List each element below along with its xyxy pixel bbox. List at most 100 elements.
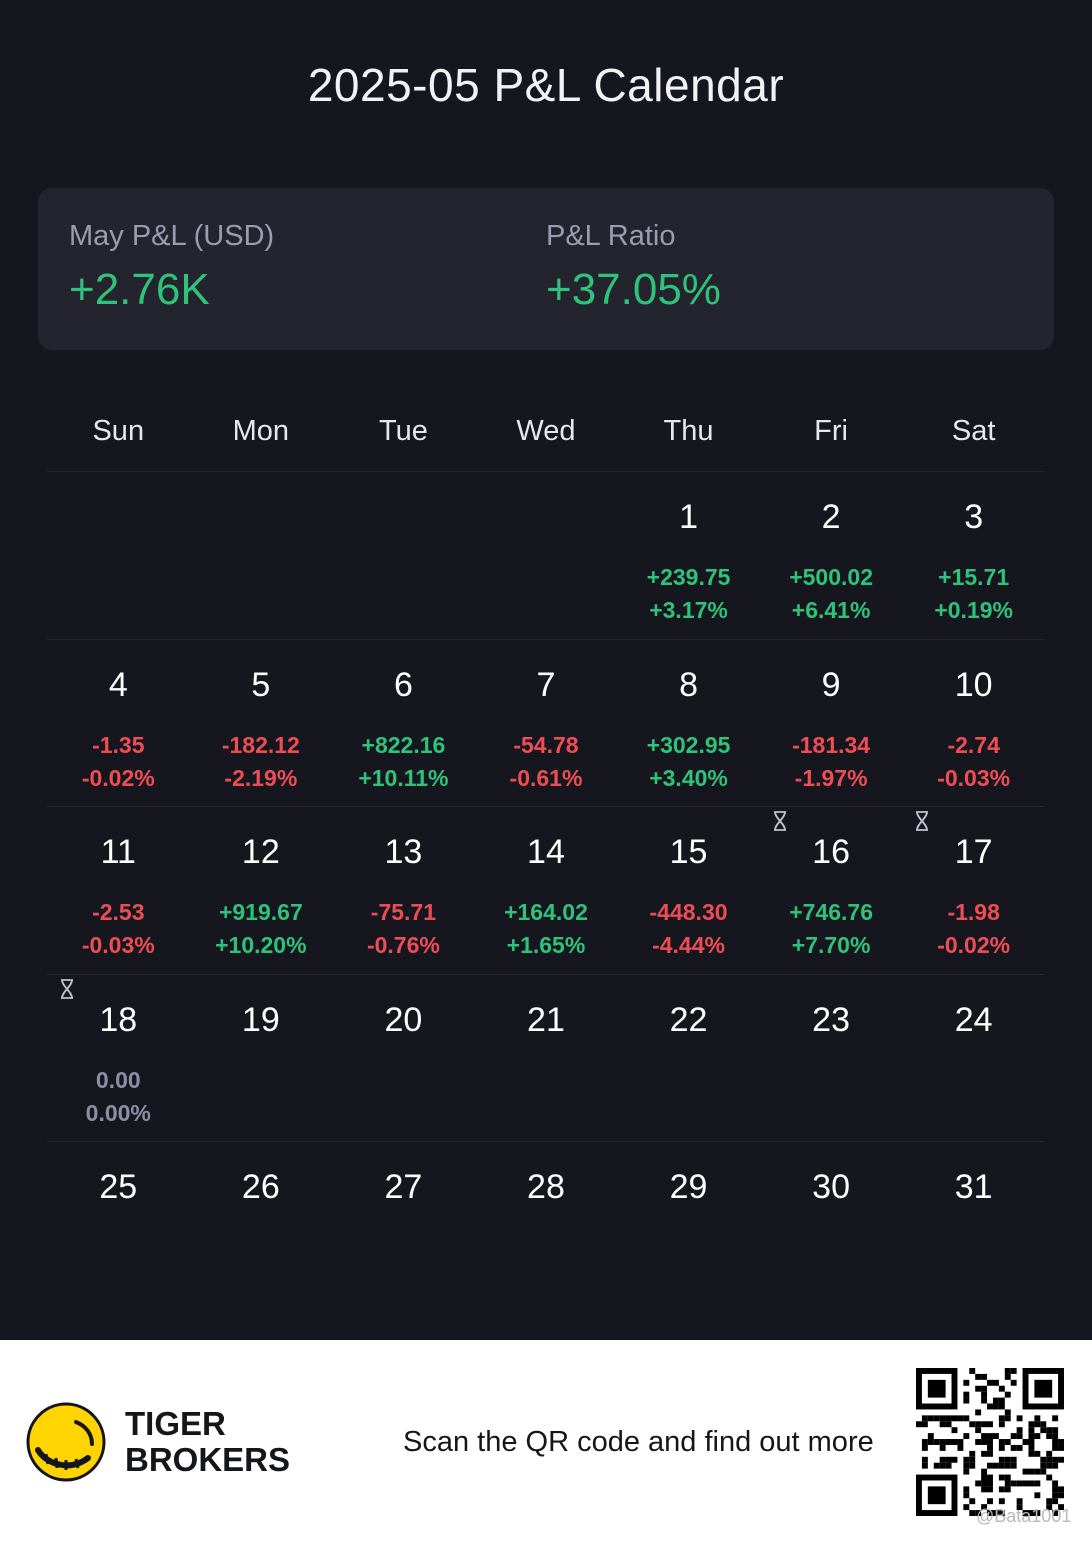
day-pnl-percent: +3.40% (649, 764, 728, 791)
pnl-ratio-value: +37.05% (546, 265, 721, 314)
day-number: 21 (527, 1000, 565, 1039)
day-pnl: -2.74 (947, 731, 1000, 758)
day-number: 28 (527, 1168, 565, 1206)
day-pnl-percent: +6.41% (791, 597, 871, 623)
day-number: 15 (669, 833, 708, 871)
day-number: 8 (679, 665, 698, 704)
day-number: 30 (812, 1168, 850, 1206)
day-number: 6 (393, 665, 413, 704)
day-number: 17 (954, 833, 993, 871)
calendar-day-empty (475, 472, 618, 639)
day-pnl: +746.76 (789, 899, 873, 925)
day-number: 2 (821, 498, 841, 536)
brand-name: TIGER BROKERS (125, 1406, 290, 1478)
calendar-day[interactable]: 30 (760, 1142, 903, 1310)
calendar-day[interactable]: 25 (47, 1142, 190, 1310)
calendar-day[interactable]: 5 -182.12 -2.19% (190, 640, 333, 807)
tiger-logo-icon (26, 1402, 106, 1482)
calendar-day[interactable]: 16 +746.76 +7.70% (760, 807, 903, 974)
calendar-day[interactable]: 31 (902, 1142, 1045, 1310)
calendar-day[interactable]: 2 +500.02 +6.41% (760, 472, 903, 639)
day-pnl: -1.98 (947, 899, 1000, 925)
calendar-day[interactable]: 27 (332, 1142, 475, 1310)
calendar-week: 25 26 27 28 29 30 31 (47, 1142, 1045, 1310)
calendar-day[interactable]: 24 (902, 975, 1045, 1142)
calendar-day[interactable]: 4 -1.35 -0.02% (47, 640, 190, 807)
day-number: 24 (954, 1000, 993, 1039)
calendar-day[interactable]: 3 +15.71 +0.19% (902, 472, 1045, 639)
day-pnl-percent: +1.65% (506, 932, 586, 958)
calendar-day[interactable]: 13 -75.71 -0.76% (332, 807, 475, 974)
month-pnl-block: May P&L (USD) +2.76K (69, 220, 274, 315)
calendar-day-empty (190, 472, 333, 639)
calendar-day[interactable]: 18 0.00 0.00% (47, 975, 190, 1142)
summary-card: May P&L (USD) +2.76K P&L Ratio +37.05% (38, 188, 1054, 350)
calendar-week: 1 +239.75 +3.17% 2 +500.02 +6.41% 3 +15.71 +0.19… (47, 472, 1045, 640)
day-pnl-percent: -1.97% (794, 764, 868, 791)
calendar-day[interactable]: 1 +239.75 +3.17% (617, 472, 760, 639)
calendar-day-empty (332, 472, 475, 639)
day-number: 19 (241, 1000, 280, 1039)
calendar-day[interactable]: 6 +822.16 +10.11% (332, 640, 475, 807)
calendar-day[interactable]: 21 (475, 975, 618, 1142)
day-pnl: +919.67 (218, 899, 303, 925)
day-pnl-percent: -0.03% (937, 764, 1011, 791)
page-title: 2025-05 P&L Calendar (307, 59, 785, 111)
pnl-ratio-block: P&L Ratio +37.05% (546, 220, 721, 315)
footer-banner: TIGER BROKERS Scan the QR code and find … (0, 1340, 1092, 1543)
calendar-day[interactable]: 22 (617, 975, 760, 1142)
day-pnl: 0.00 (95, 1066, 141, 1093)
calendar-day[interactable]: 12 +919.67 +10.20% (190, 807, 333, 974)
day-number: 26 (241, 1168, 280, 1206)
day-pnl-percent: +0.19% (934, 597, 1013, 623)
day-number: 31 (954, 1168, 993, 1206)
brand-line-2: BROKERS (125, 1441, 291, 1478)
qr-code-icon[interactable] (916, 1368, 1064, 1516)
calendar-day[interactable]: 9 -181.34 -1.97% (760, 640, 903, 807)
day-pnl: -181.34 (792, 731, 871, 758)
hourglass-icon (916, 811, 929, 831)
day-pnl-percent: -0.03% (81, 932, 155, 958)
day-number: 3 (964, 498, 984, 536)
day-number: 29 (669, 1168, 708, 1206)
day-number: 16 (812, 833, 850, 871)
day-number: 23 (812, 1000, 850, 1039)
day-pnl-percent: +10.11% (358, 764, 449, 791)
calendar-day[interactable]: 20 (332, 975, 475, 1142)
day-pnl: -2.53 (92, 899, 145, 925)
calendar-day[interactable]: 14 +164.02 +1.65% (475, 807, 618, 974)
day-number: 10 (954, 665, 993, 704)
hourglass-icon (773, 811, 786, 831)
calendar-week: 11 -2.53 -0.03% 12 +919.67 +10.20% 13 -75.71 -0.… (47, 807, 1045, 975)
month-pnl-value: +2.76K (69, 265, 210, 314)
day-pnl: +164.02 (504, 899, 588, 925)
calendar-day[interactable]: 29 (617, 1142, 760, 1310)
watermark: @Bata1001 (976, 1506, 1072, 1526)
calendar-day[interactable]: 19 (190, 975, 333, 1142)
day-pnl: +302.95 (646, 731, 731, 758)
calendar-day[interactable]: 10 -2.74 -0.03% (902, 640, 1045, 807)
day-pnl-percent: +7.70% (791, 932, 871, 958)
calendar-day[interactable]: 28 (475, 1142, 618, 1310)
day-pnl: -448.30 (649, 899, 728, 925)
day-pnl: -1.35 (92, 731, 145, 758)
calendar-day[interactable]: 8 +302.95 +3.40% (617, 640, 760, 807)
calendar-day[interactable]: 15 -448.30 -4.44% (617, 807, 760, 974)
day-number: 7 (536, 665, 556, 704)
day-number: 22 (669, 1000, 708, 1039)
calendar-day[interactable]: 23 (760, 975, 903, 1142)
calendar-day[interactable]: 11 -2.53 -0.03% (47, 807, 190, 974)
pnl-calendar: Sun Mon Tue Wed Thu Fri Sat 1 +239.75 +3.1… (47, 400, 1045, 1310)
brand-line-1: TIGER (125, 1405, 226, 1442)
weekday-label: Sat (951, 415, 996, 447)
weekday-label: Thu (663, 415, 714, 447)
calendar-day[interactable]: 7 -54.78 -0.61% (475, 640, 618, 807)
day-pnl: -182.12 (221, 731, 300, 758)
weekday-header: Sun Mon Tue Wed Thu Fri Sat (47, 400, 1045, 472)
day-number: 27 (384, 1168, 423, 1206)
day-pnl-percent: -0.76% (366, 932, 440, 958)
footer-cta: Scan the QR code and find out more (403, 1426, 874, 1458)
calendar-day[interactable]: 26 (190, 1142, 333, 1310)
calendar-day[interactable]: 17 -1.98 -0.02% (902, 807, 1045, 974)
day-number: 18 (99, 1000, 138, 1039)
